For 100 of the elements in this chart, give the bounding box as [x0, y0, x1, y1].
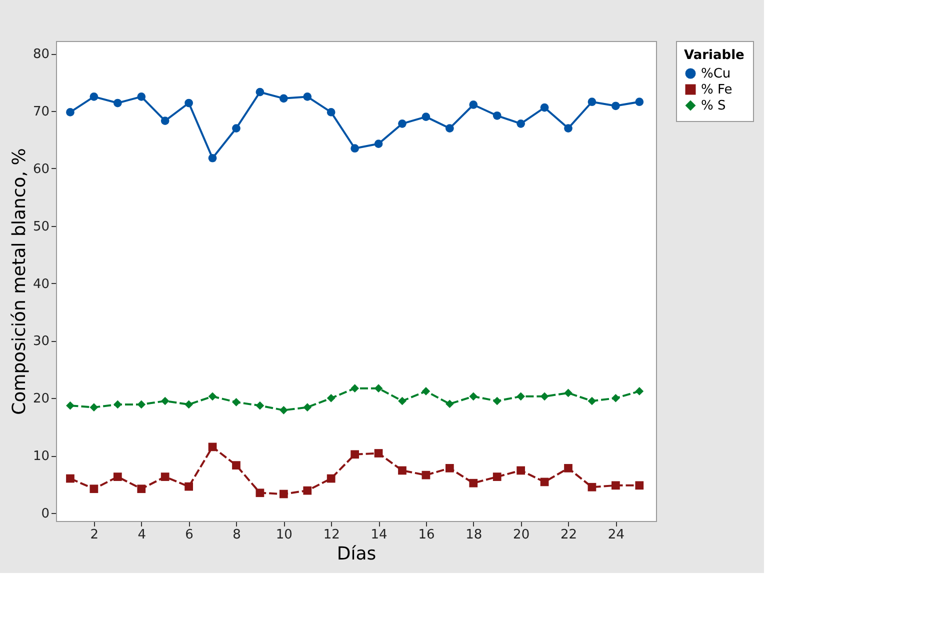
- point: [516, 120, 526, 128]
- point: [374, 384, 383, 393]
- point: [635, 481, 644, 490]
- point: [564, 124, 572, 132]
- point: [90, 403, 98, 412]
- point: [279, 94, 288, 103]
- point: [137, 484, 146, 494]
- point: [184, 400, 193, 409]
- y-tick-label: 80: [32, 47, 50, 62]
- point: [540, 103, 549, 112]
- y-tick-label: 20: [32, 392, 50, 407]
- point: [398, 120, 406, 128]
- point: [160, 396, 170, 406]
- point: [540, 478, 549, 486]
- point: [256, 488, 264, 498]
- x-tick-label: 24: [608, 528, 624, 542]
- point: [588, 98, 596, 106]
- point: [445, 400, 454, 408]
- x-tick-label: 10: [276, 528, 292, 542]
- point: [184, 98, 193, 108]
- point: [492, 472, 502, 481]
- point: [492, 111, 502, 120]
- y-tick-label: 0: [41, 506, 50, 522]
- point: [635, 98, 644, 106]
- point: [66, 108, 74, 116]
- point: [113, 98, 122, 108]
- point: [303, 403, 312, 412]
- x-tick-label: 12: [323, 528, 340, 542]
- point: [326, 108, 336, 116]
- point: [90, 484, 98, 494]
- point: [422, 112, 430, 121]
- point: [398, 466, 406, 475]
- point: [326, 394, 336, 402]
- point: [113, 472, 122, 481]
- point: [588, 482, 596, 492]
- legend-label: %Cu: [701, 66, 731, 82]
- point: [612, 481, 620, 490]
- x-tick-label: 22: [560, 528, 578, 542]
- y-tick-label: 10: [32, 449, 50, 464]
- x-tick-label: 8: [232, 528, 241, 542]
- x-tick-label: 16: [418, 528, 435, 542]
- point: [350, 144, 359, 153]
- point: [232, 461, 240, 470]
- legend-label: % Fe: [701, 82, 732, 98]
- point: [232, 124, 240, 132]
- y-tick-label: 40: [32, 276, 50, 292]
- x-tick-label: 18: [466, 528, 482, 542]
- point: [303, 486, 312, 495]
- point: [612, 394, 620, 402]
- point: [160, 116, 170, 125]
- x-tick-label: 20: [513, 528, 530, 542]
- y-tick-label: 70: [32, 104, 50, 120]
- point: [113, 400, 122, 409]
- legend-title: Variable: [684, 48, 745, 63]
- point: [564, 388, 572, 398]
- point: [445, 124, 454, 132]
- legend-label: % S: [701, 98, 726, 114]
- point: [66, 474, 74, 483]
- point: [208, 154, 217, 162]
- point: [612, 102, 620, 110]
- y-axis-title: Composición metal blanco, %: [8, 148, 30, 415]
- x-axis-title: Días: [336, 544, 376, 564]
- point: [303, 92, 312, 101]
- y-tick-label: 30: [32, 334, 50, 350]
- point: [422, 387, 430, 396]
- point: [516, 392, 526, 401]
- point: [279, 406, 288, 414]
- point: [635, 387, 644, 396]
- point: [469, 478, 478, 488]
- point: [588, 396, 596, 406]
- point: [137, 400, 146, 409]
- point: [256, 88, 264, 96]
- point: [208, 442, 217, 452]
- point: [422, 470, 430, 480]
- point: [492, 396, 502, 406]
- point: [66, 401, 74, 410]
- point: [516, 466, 526, 475]
- point: [398, 396, 406, 406]
- x-tick-label: 4: [138, 528, 146, 542]
- point: [350, 384, 359, 393]
- point: [279, 490, 288, 498]
- point: [540, 392, 549, 401]
- point: [374, 449, 383, 458]
- point: [445, 464, 454, 472]
- point: [326, 474, 336, 483]
- point: [350, 450, 359, 459]
- point: [564, 464, 572, 472]
- point: [469, 100, 478, 109]
- point: [90, 92, 98, 101]
- x-tick-label: 14: [370, 528, 388, 542]
- point: [256, 401, 264, 410]
- point: [137, 92, 146, 101]
- point: [469, 392, 478, 401]
- y-tick-label: 60: [32, 162, 50, 177]
- x-tick-label: 6: [185, 528, 194, 542]
- y-tick-label: 50: [32, 219, 50, 234]
- point: [208, 392, 217, 401]
- point: [184, 482, 193, 491]
- point: [374, 140, 383, 148]
- x-tick-label: 2: [90, 528, 99, 542]
